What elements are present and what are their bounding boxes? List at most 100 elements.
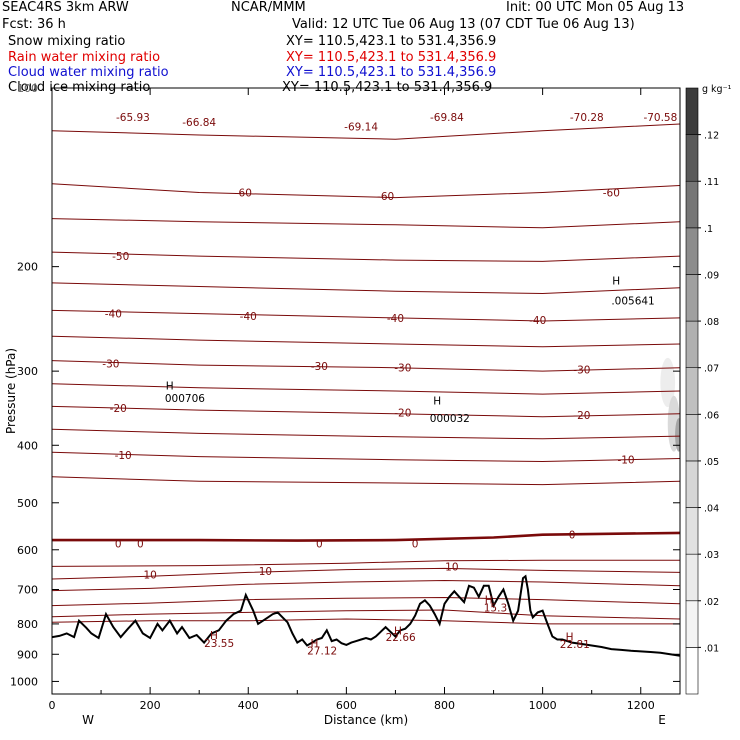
high-marker: H — [433, 395, 441, 407]
colorbar-tick-label: .04 — [704, 504, 719, 515]
colorbar: .01 .02 .03 .04 .05 .06 .07 .08 .09 .1 .11 .12 g kg⁻… — [685, 84, 732, 695]
isotherm-label: -30 — [573, 364, 590, 376]
endpoint-east: E — [658, 713, 666, 727]
x-axis-title: Distance (km) — [324, 713, 408, 727]
isotherm-label: 0 — [115, 538, 122, 550]
isotherm-label: -20 — [573, 410, 590, 422]
isotherm-label: -66.84 — [182, 117, 216, 129]
field-xy-rain: XY= 110.5,423.1 to 531.4,356.9 — [286, 50, 497, 65]
isotherm-label: -70.28 — [570, 112, 604, 124]
colorbar-tick-label: .07 — [704, 364, 719, 375]
y-tick-label: 500 — [17, 497, 38, 510]
isotherm-label: 10 — [259, 566, 272, 578]
isotherm--15 — [52, 428, 680, 440]
org-label: NCAR/MMM — [231, 0, 306, 15]
terrain-layer — [52, 574, 680, 657]
isotherm--55 — [52, 218, 680, 229]
endpoint-west: W — [82, 713, 94, 727]
colorbar-swatch — [685, 320, 699, 368]
isotherm-label: -40 — [387, 313, 404, 325]
isotherm-10 — [52, 567, 680, 580]
y-tick-label: 300 — [17, 365, 38, 378]
field-xy-snow: XY= 110.5,423.1 to 531.4,356.9 — [286, 34, 497, 49]
isotherm-layer — [52, 123, 680, 625]
colorbar-swatch — [685, 507, 699, 555]
terrain-line — [52, 574, 680, 657]
high-value-label: .005641 — [611, 295, 654, 307]
y-tick-label: 700 — [17, 584, 38, 597]
isotherm-label: -30 — [102, 358, 119, 370]
x-tick-label: 400 — [238, 699, 259, 712]
x-tick-label: 0 — [49, 699, 56, 712]
isotherm-label: -20 — [110, 403, 127, 415]
x-tick-label: 800 — [434, 699, 455, 712]
model-title: SEAC4RS 3km ARW — [2, 0, 129, 15]
isotherm--35 — [52, 335, 680, 348]
isotherm--45 — [52, 282, 680, 295]
isotherm-label: -70.58 — [643, 112, 677, 124]
isotherm--70 — [52, 123, 680, 140]
isotherm-label: -40 — [105, 309, 122, 321]
colorbar-tick-label: .12 — [704, 131, 719, 142]
isotherm--5 — [52, 476, 680, 486]
colorbar-swatch — [685, 180, 699, 229]
x-tick-label: 1000 — [529, 699, 557, 712]
y-tick-label: 1000 — [10, 675, 38, 688]
isotherm-label: 0 — [412, 538, 419, 550]
high-value-label: 15.3 — [484, 602, 507, 614]
high-marker: H — [612, 275, 620, 287]
colorbar-tick-label: .02 — [704, 597, 719, 608]
colorbar-swatch — [685, 227, 699, 275]
isotherm--50 — [52, 251, 680, 262]
forecast-hour: Fcst: 36 h — [2, 17, 66, 32]
high-value-label: 22.81 — [560, 639, 590, 651]
colorbar-tick-label: .1 — [704, 224, 713, 235]
isotherm-20 — [52, 596, 680, 607]
colorbar-swatch — [685, 460, 699, 508]
x-tick-label: 1200 — [627, 699, 655, 712]
colorbar-swatch — [685, 553, 699, 602]
colorbar-swatch — [685, 87, 699, 135]
isotherm-label: 0 — [569, 530, 576, 542]
isotherm--10 — [52, 451, 680, 463]
high-value-label: 000706 — [165, 393, 205, 405]
isotherm--30 — [52, 360, 680, 372]
colorbar-tick-label: .01 — [704, 643, 719, 654]
isotherm-25 — [52, 609, 680, 620]
high-marker: H — [210, 630, 218, 642]
y-tick-label: 900 — [17, 648, 38, 661]
y-tick-label: 600 — [17, 544, 38, 557]
colorbar-swatch — [685, 134, 699, 182]
field-xy-cloud-water: XY= 110.5,423.1 to 531.4,356.9 — [286, 65, 497, 80]
isotherm-label: 0 — [137, 538, 144, 550]
field-label-cloud-water: Cloud water mixing ratio — [8, 65, 169, 80]
isotherm-28 — [52, 618, 680, 625]
high-marker: H — [485, 595, 493, 607]
contour-label-layer: -65.93 -66.84 -69.14 -69.84 -70.28 -70.58 -60 -… — [102, 112, 677, 657]
isotherm-label: -69.84 — [430, 112, 464, 124]
high-value-label: 22.66 — [386, 632, 416, 644]
isotherm-label: 0 — [316, 538, 323, 550]
field-label-rain: Rain water mixing ratio — [8, 50, 161, 65]
colorbar-swatch — [685, 600, 699, 648]
y-tick-label: 400 — [17, 439, 38, 452]
cloud-shade-2 — [675, 418, 680, 452]
colorbar-swatch — [685, 367, 699, 415]
high-value-label: 27.12 — [307, 646, 337, 658]
isotherm-label: -30 — [311, 361, 328, 373]
cloud-shading-layer — [660, 357, 680, 452]
colorbar-tick-label: .09 — [704, 270, 719, 281]
high-marker: H — [394, 625, 402, 637]
colorbar-swatch — [685, 414, 699, 462]
isotherm-5 — [52, 559, 680, 567]
x-tick-label: 200 — [140, 699, 161, 712]
isotherm-label: -69.14 — [344, 121, 378, 133]
y-tick-label-top: 100 — [17, 82, 38, 95]
isotherm--60 — [52, 183, 680, 199]
isotherm-label: -10 — [115, 450, 132, 462]
isotherm-label: 10 — [143, 569, 156, 581]
isotherm-0 — [52, 531, 680, 542]
field-label-snow: Snow mixing ratio — [8, 34, 126, 49]
isotherm-label: -65.93 — [116, 112, 150, 124]
